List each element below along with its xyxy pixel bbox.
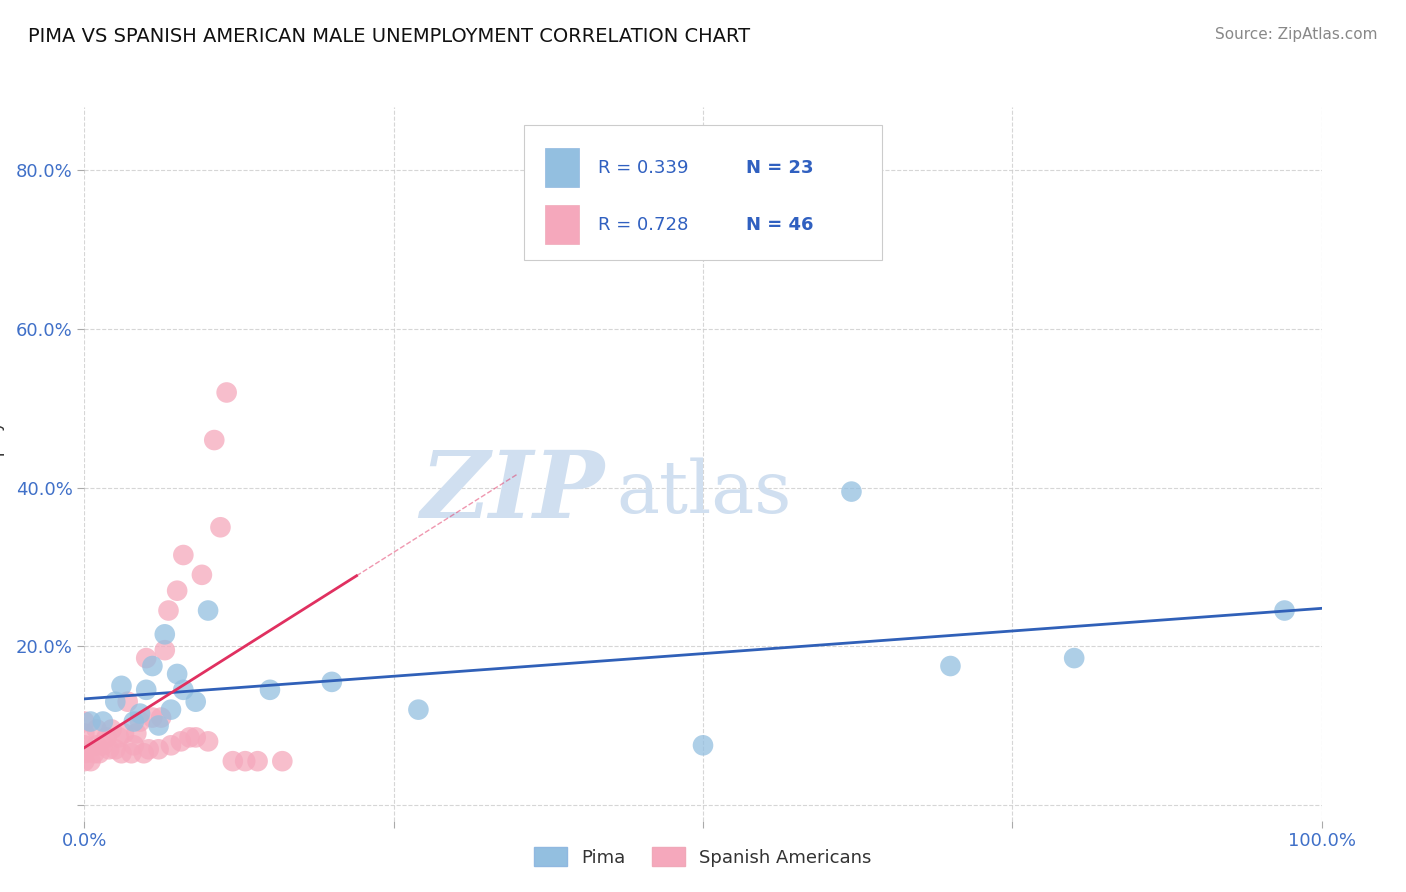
Point	[79, 754, 101, 768]
Point	[129, 714, 152, 729]
Text: atlas: atlas	[616, 457, 792, 528]
Point	[179, 731, 201, 745]
Point	[233, 754, 256, 768]
Point	[209, 520, 232, 534]
Point	[125, 726, 148, 740]
Point	[96, 731, 118, 745]
Point	[172, 548, 194, 562]
Point	[321, 674, 343, 689]
Point	[79, 714, 101, 729]
Point	[197, 603, 219, 617]
Point	[86, 723, 108, 737]
Point	[939, 659, 962, 673]
Point	[408, 703, 430, 717]
Point	[259, 682, 281, 697]
Point	[110, 679, 132, 693]
Point	[83, 746, 105, 760]
Point	[166, 583, 188, 598]
Point	[841, 484, 863, 499]
Text: PIMA VS SPANISH AMERICAN MALE UNEMPLOYMENT CORRELATION CHART: PIMA VS SPANISH AMERICAN MALE UNEMPLOYME…	[28, 27, 751, 45]
Point	[184, 731, 207, 745]
Point	[110, 746, 132, 760]
Point	[112, 726, 135, 740]
Point	[197, 734, 219, 748]
Point	[1063, 651, 1085, 665]
FancyBboxPatch shape	[544, 148, 579, 187]
Point	[98, 742, 121, 756]
Text: R = 0.728: R = 0.728	[598, 216, 688, 234]
Point	[73, 739, 96, 753]
Legend: Pima, Spanish Americans: Pima, Spanish Americans	[527, 840, 879, 874]
Point	[73, 714, 96, 729]
Text: Source: ZipAtlas.com: Source: ZipAtlas.com	[1215, 27, 1378, 42]
Text: N = 23: N = 23	[747, 159, 814, 177]
Point	[100, 723, 122, 737]
Point	[246, 754, 269, 768]
Point	[135, 651, 157, 665]
Point	[122, 739, 145, 753]
Point	[222, 754, 245, 768]
Point	[160, 703, 183, 717]
Point	[148, 742, 170, 756]
Point	[172, 682, 194, 697]
Point	[86, 739, 108, 753]
Text: ZIP: ZIP	[420, 448, 605, 537]
Point	[135, 682, 157, 697]
Point	[692, 739, 714, 753]
Point	[141, 710, 163, 724]
Point	[160, 739, 183, 753]
Point	[141, 659, 163, 673]
Point	[148, 718, 170, 732]
Y-axis label: Male Unemployment: Male Unemployment	[0, 377, 4, 550]
Text: R = 0.339: R = 0.339	[598, 159, 689, 177]
Point	[91, 714, 114, 729]
Point	[184, 695, 207, 709]
Point	[104, 695, 127, 709]
Point	[108, 731, 131, 745]
Point	[191, 567, 214, 582]
Point	[138, 742, 160, 756]
Point	[170, 734, 193, 748]
Point	[1274, 603, 1296, 617]
Point	[104, 742, 127, 756]
Point	[73, 754, 96, 768]
Point	[89, 746, 111, 760]
Point	[117, 695, 139, 709]
Point	[153, 627, 176, 641]
Point	[157, 603, 180, 617]
Point	[73, 726, 96, 740]
Point	[150, 710, 173, 724]
Point	[166, 667, 188, 681]
Point	[271, 754, 294, 768]
Point	[132, 746, 155, 760]
Point	[73, 746, 96, 760]
FancyBboxPatch shape	[544, 205, 579, 244]
Point	[122, 714, 145, 729]
Point	[153, 643, 176, 657]
Point	[129, 706, 152, 721]
Text: N = 46: N = 46	[747, 216, 814, 234]
Point	[202, 433, 225, 447]
FancyBboxPatch shape	[523, 125, 883, 260]
Point	[120, 746, 142, 760]
Point	[215, 385, 238, 400]
Point	[91, 739, 114, 753]
